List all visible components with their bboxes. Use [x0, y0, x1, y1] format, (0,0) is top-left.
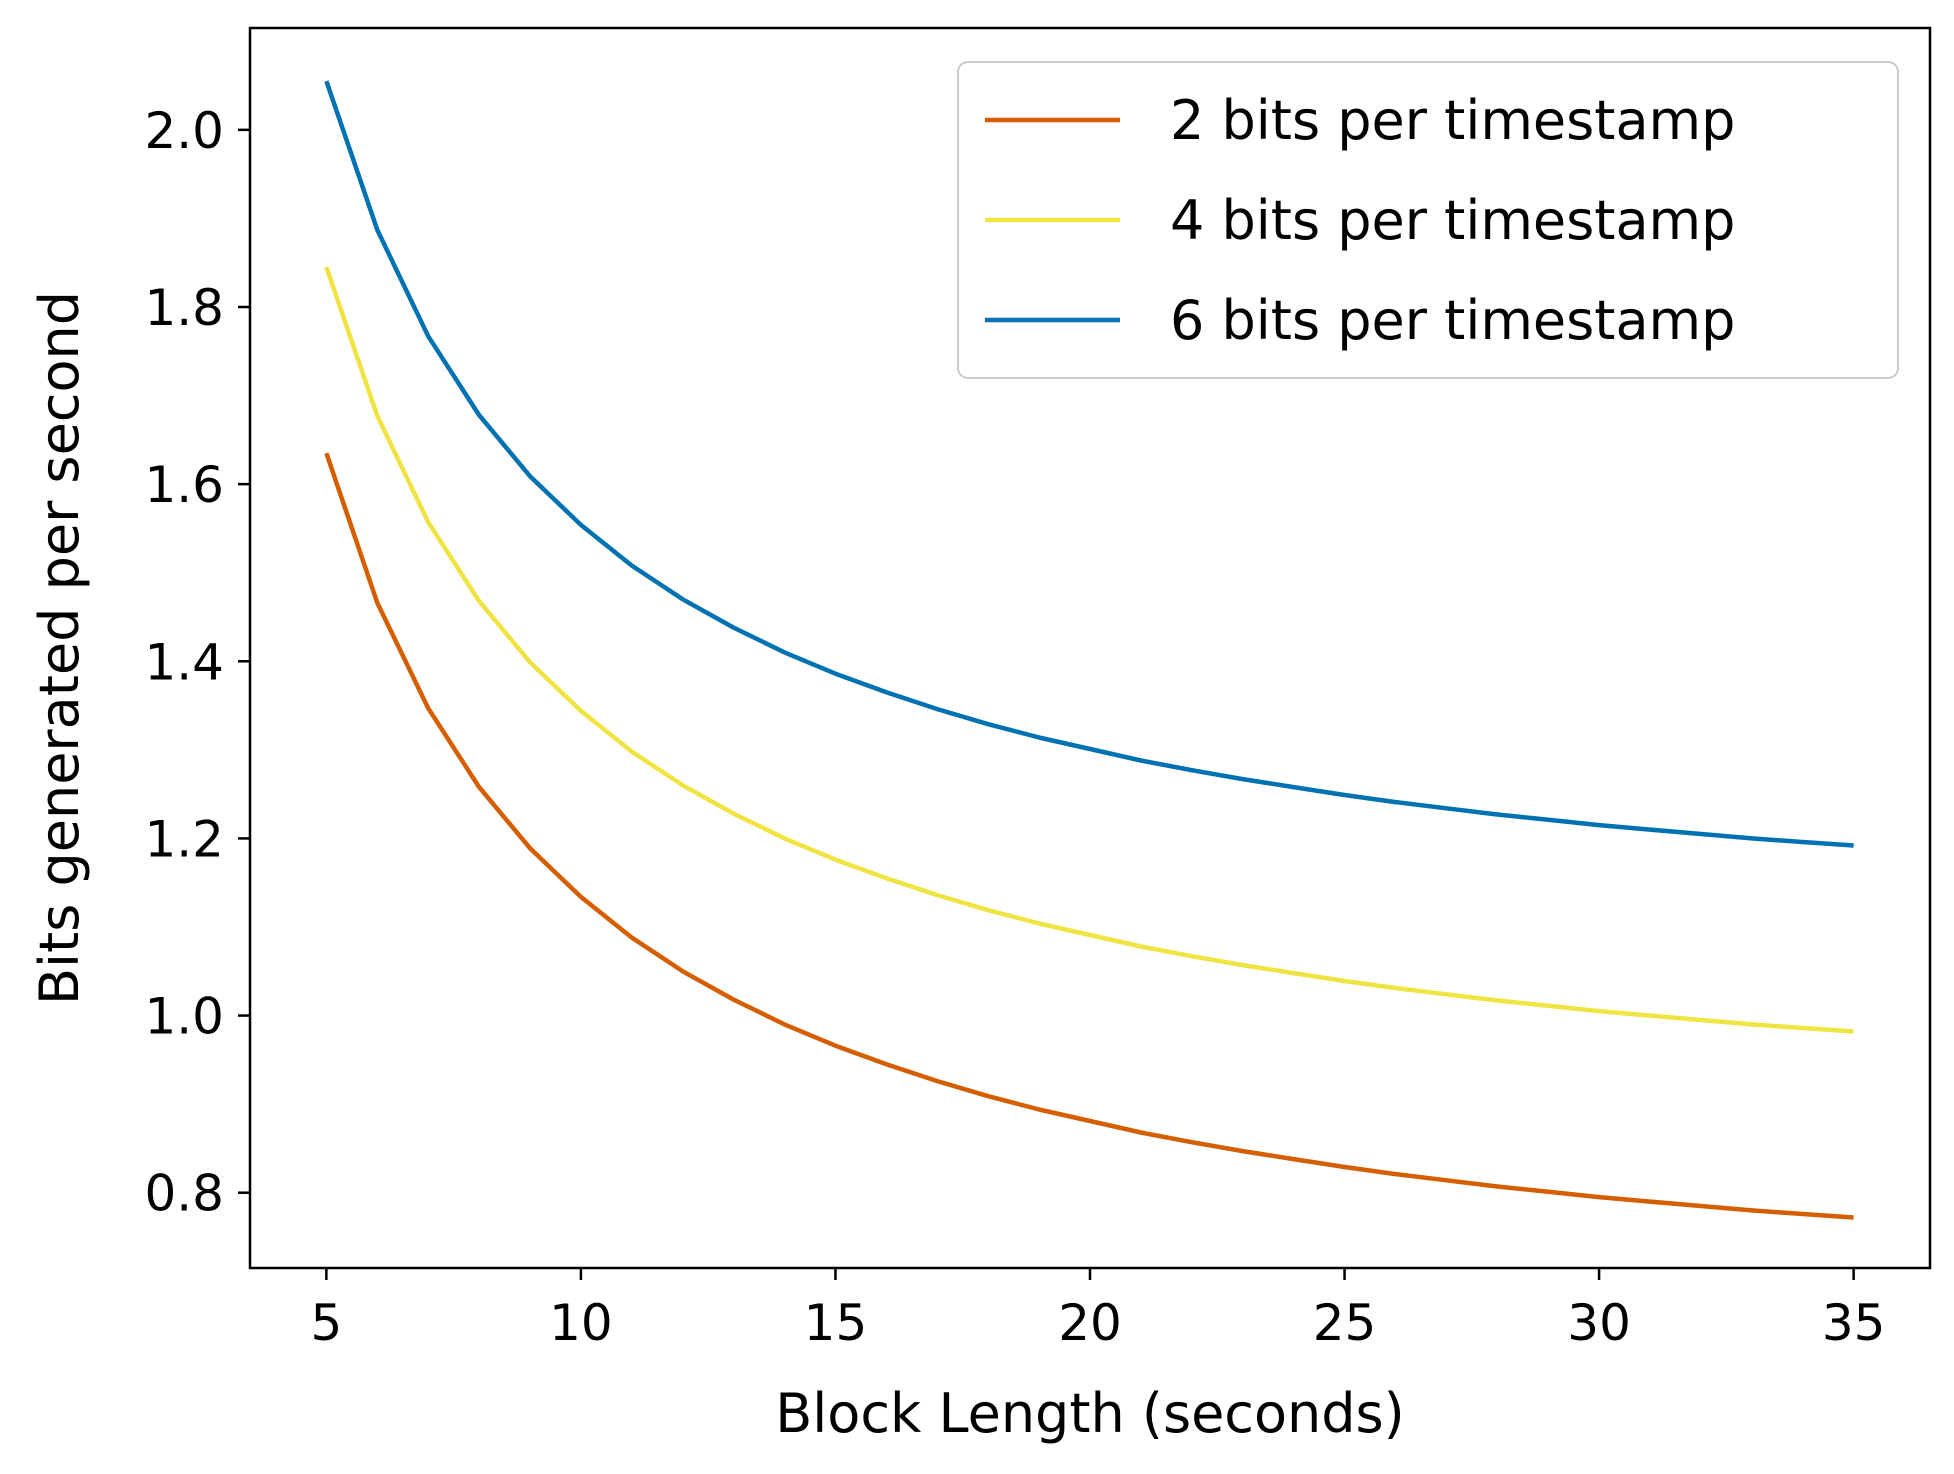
y-tick-label: 1.4 — [144, 633, 224, 691]
legend-label-2: 4 bits per timestamp — [1170, 189, 1735, 252]
series-line-3 — [324, 80, 1854, 848]
x-tick-label: 35 — [1822, 1294, 1886, 1352]
y-tick-label: 1.0 — [144, 988, 224, 1046]
y-tick-label: 1.6 — [144, 456, 224, 514]
legend-items: 2 bits per timestamp 4 bits per timestamp… — [985, 89, 1735, 352]
y-tick-label: 1.2 — [144, 810, 224, 868]
series-layer — [324, 80, 1854, 1220]
legend-box — [957, 61, 1899, 379]
legend-label-3: 6 bits per timestamp — [1170, 289, 1735, 352]
y-tick-label: 1.8 — [144, 279, 224, 337]
x-tick-label: 25 — [1313, 1294, 1377, 1352]
x-tick-label: 5 — [310, 1294, 342, 1352]
y-tick-label: 2.0 — [144, 102, 224, 160]
x-tick-label: 20 — [1058, 1294, 1122, 1352]
y-axis-ticks: 0.8 1.0 1.2 1.4 1.6 1.8 2.0 — [144, 102, 250, 1223]
x-axis-label: Block Length (seconds) — [775, 1382, 1405, 1445]
series-line-1 — [324, 452, 1854, 1220]
series-line-2 — [324, 266, 1854, 1034]
legend-label-1: 2 bits per timestamp — [1170, 89, 1735, 152]
x-tick-label: 15 — [804, 1294, 868, 1352]
y-tick-label: 0.8 — [144, 1165, 224, 1223]
x-tick-label: 10 — [549, 1294, 613, 1352]
y-axis-label: Bits generated per second — [28, 291, 91, 1005]
legend: 2 bits per timestamp 4 bits per timestamp… — [957, 61, 1899, 379]
x-axis-ticks: 5 10 15 20 25 30 35 — [310, 1268, 1885, 1352]
x-tick-label: 30 — [1567, 1294, 1631, 1352]
